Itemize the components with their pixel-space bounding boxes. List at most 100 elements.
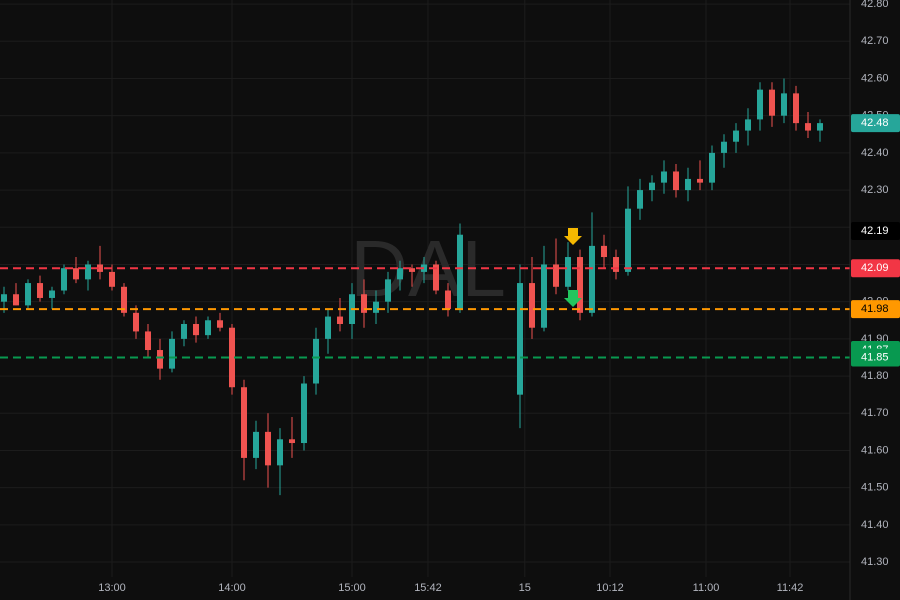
y-tick-label: 42.80 [861,0,889,10]
x-tick-label: 15:42 [414,582,442,594]
candle-body [289,439,295,444]
candle-body [649,182,655,191]
candle-body [409,268,415,272]
sell-arrow [564,228,582,245]
candle-body [625,208,631,272]
y-tick-label: 42.40 [861,147,889,159]
candle-body [205,320,211,336]
y-tick-label: 41.80 [861,370,889,382]
price-label: 42.09 [861,262,889,274]
candle-body [277,439,283,466]
price-label: 42.48 [861,117,889,129]
candle-body [685,178,691,191]
candle-body [265,431,271,466]
y-tick-label: 41.50 [861,482,889,494]
candle-body [13,294,19,306]
candle-body [229,327,235,388]
candle-body [133,312,139,332]
y-tick-label: 42.70 [861,35,889,47]
candle-body [337,316,343,324]
candle-body [49,290,55,298]
candle-body [37,283,43,298]
x-tick-label: 10:12 [596,582,624,594]
price-label: 41.98 [861,303,889,315]
candle-body [517,283,523,395]
y-tick-label: 41.70 [861,407,889,419]
y-tick-label: 41.30 [861,556,889,568]
candle-body [157,350,163,369]
candle-body [325,316,331,339]
candle-body [241,387,247,458]
price-axis: 41.3041.4041.5041.6041.7041.8041.9042.00… [98,0,900,594]
candle-body [181,323,187,339]
price-label: 41.85 [861,351,889,363]
candle-body [73,268,79,280]
x-tick-label: 11:00 [693,582,720,594]
candle-body [637,190,643,209]
candle-body [385,279,391,302]
candle-body [145,331,151,351]
price-label-box [851,259,900,278]
candles [0,78,850,496]
candle-body [757,89,763,120]
candle-body [361,294,367,313]
candle-body [793,93,799,124]
candle-body [373,301,379,313]
candle-body [85,264,91,280]
x-tick-label: 14:00 [218,582,246,594]
candle-body [529,283,535,328]
candle-body [577,257,583,313]
candle-body [709,152,715,183]
candle-body [817,123,823,131]
candle-body [613,257,619,272]
candle-body [541,264,547,328]
x-tick-label: 15:00 [338,582,366,594]
y-tick-label: 42.30 [861,184,889,196]
candle-body [421,264,427,272]
candle-body [109,271,115,287]
grid [0,0,850,577]
price-label-box [851,221,900,240]
candle-body [553,264,559,287]
candle-body [217,320,223,328]
candle-body [397,268,403,280]
price-label-box [851,300,900,319]
price-label: 42.19 [861,225,889,237]
candle-body [169,338,175,369]
candle-body [445,290,451,310]
candle-body [457,234,463,310]
candle-body [97,264,103,272]
candle-body [313,338,319,384]
x-tick-label: 11:42 [777,582,804,594]
y-tick-label: 41.60 [861,444,889,456]
candle-body [745,119,751,131]
candle-body [601,245,607,258]
y-tick-label: 42.60 [861,72,889,84]
candle-body [433,264,439,291]
candle-body [61,268,67,291]
candle-body [661,171,667,183]
candle-body [781,93,787,116]
candle-body [1,294,7,302]
candle-body [673,171,679,191]
candle-body [721,141,727,153]
x-tick-label: 13:00 [98,582,126,594]
y-tick-label: 41.40 [861,519,889,531]
candle-body [805,123,811,131]
candle-body [697,178,703,183]
price-label-box [851,348,900,367]
candle-body [193,323,199,336]
price-label-box [851,114,900,133]
candle-body [121,286,127,313]
candle-body [253,431,259,458]
candle-body [769,89,775,116]
buy-arrow [564,290,582,307]
candle-body [565,257,571,287]
candle-body [589,245,595,313]
x-tick-label: 15 [519,582,531,594]
candle-body [25,283,31,306]
candle-body [301,383,307,444]
candle-body [733,130,739,142]
